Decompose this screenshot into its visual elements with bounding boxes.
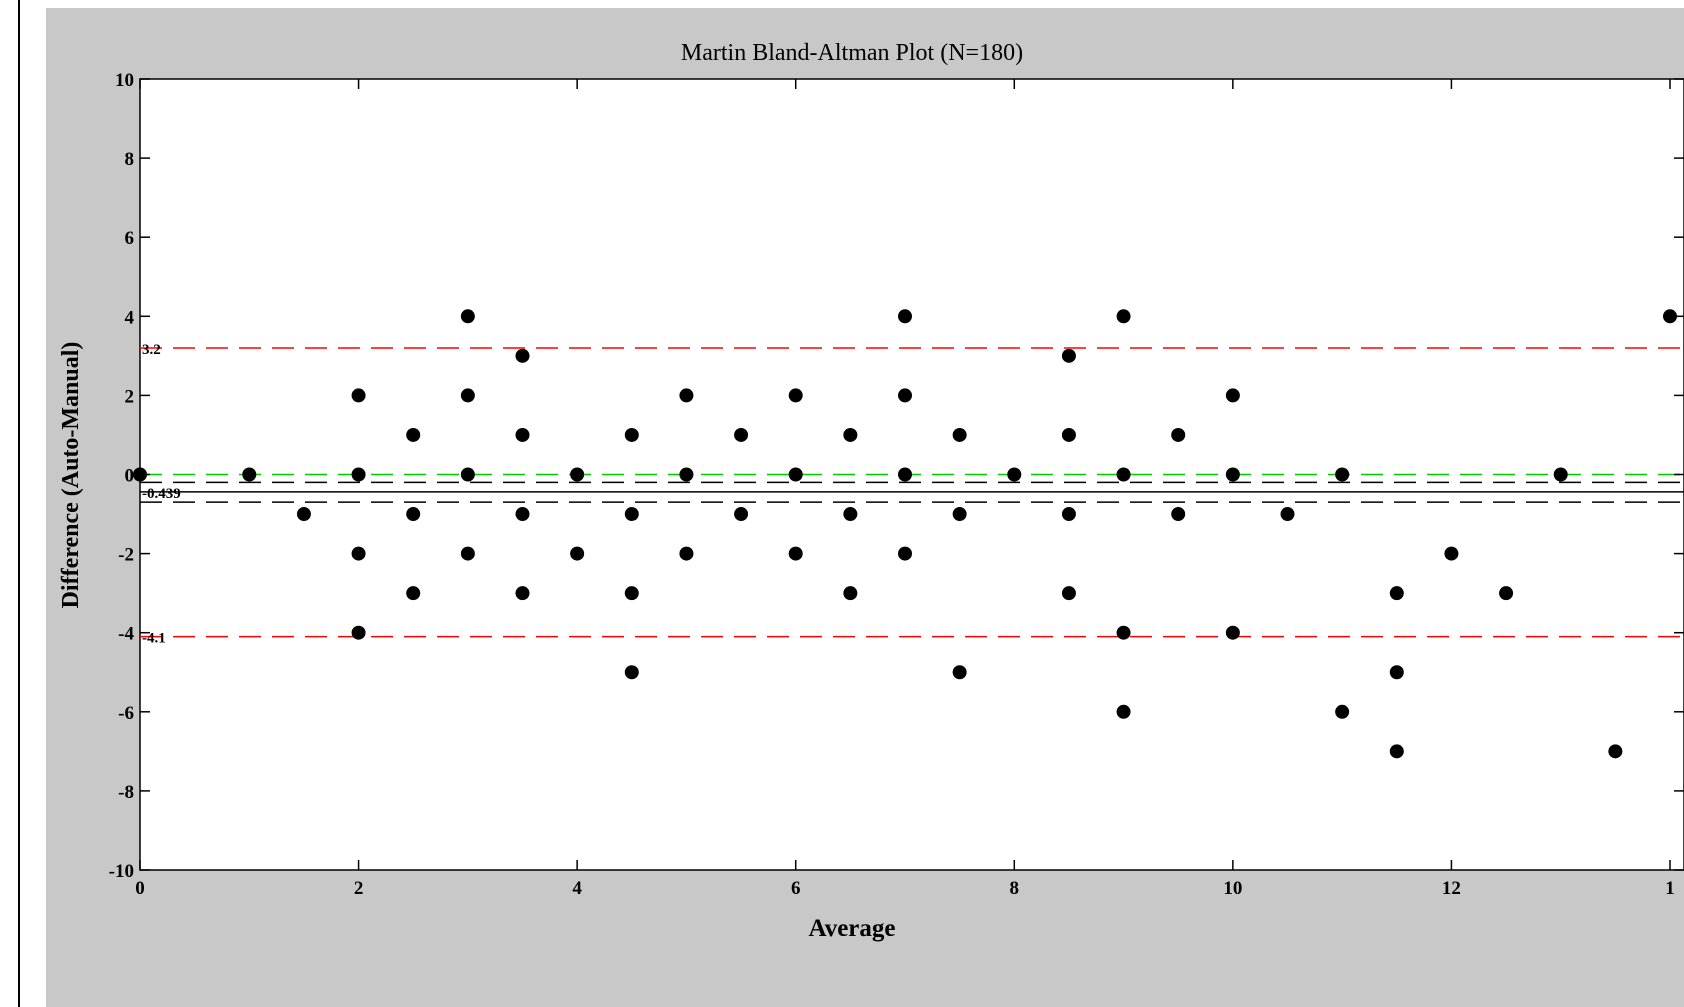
x-tick-label: 10 [1223,878,1242,899]
data-point [952,427,967,442]
data-point [406,586,421,601]
data-point [351,467,366,482]
data-point [788,388,803,403]
data-point [1389,665,1404,680]
data-point [1116,704,1131,719]
figure-window: Martin Bland-Altman Plot (N=180) Differe… [46,8,1684,1007]
x-axis-label: Average [809,915,896,942]
data-point [898,388,912,403]
data-point [1061,586,1076,601]
data-point [1608,744,1623,759]
data-point [1225,467,1240,482]
y-tick-label: 4 [125,307,135,328]
data-point [679,388,694,403]
data-point [133,467,147,482]
data-point [1389,586,1404,601]
data-point [406,427,421,442]
data-point [460,388,475,403]
data-point [515,586,530,601]
y-tick-label: 2 [125,386,135,407]
bland-altman-chart: Martin Bland-Altman Plot (N=180) Differe… [58,40,1684,942]
data-point [1225,388,1240,403]
data-point [406,507,421,522]
data-point [1499,586,1514,601]
data-point [1663,309,1677,324]
data-point [1553,467,1568,482]
data-point [1061,507,1076,522]
data-point [952,665,967,680]
x-tick-label: 0 [135,878,145,899]
data-point [460,546,475,561]
data-point [570,546,585,561]
reference-line-label: -4.1 [142,631,166,647]
x-tick-label: 2 [354,878,364,899]
data-point [1116,625,1131,640]
data-point [734,507,749,522]
y-tick-label: 10 [115,70,134,91]
data-point [1171,427,1186,442]
data-point [1061,427,1076,442]
chart-title: Martin Bland-Altman Plot (N=180) [681,40,1023,66]
x-tick-label: 12 [1442,878,1461,899]
data-point [898,309,912,324]
y-axis-label: Difference (Auto-Manual) [58,342,84,609]
y-tick-label: -8 [118,782,134,803]
data-point [515,507,530,522]
data-point [1116,309,1131,324]
data-point [296,507,311,522]
x-tick-label: 8 [1010,878,1020,899]
data-point [1007,467,1022,482]
data-point [843,427,858,442]
data-point [679,546,694,561]
data-point [351,546,366,561]
data-point [242,467,257,482]
y-tick-label: -2 [118,545,134,566]
data-point [898,546,912,561]
data-point [624,665,639,680]
reference-line-label: 3.2 [142,342,161,358]
data-point [679,467,694,482]
data-point [1225,625,1240,640]
data-point [624,427,639,442]
x-tick-label: 1 [1665,878,1675,899]
data-point [460,309,475,324]
y-tick-label: 6 [125,228,135,249]
data-point [624,586,639,601]
y-tick-label: -4 [118,624,134,645]
data-point [952,507,967,522]
reference-line-label: -0.439 [142,486,181,502]
data-point [788,546,803,561]
data-point [570,467,585,482]
data-point [1444,546,1459,561]
y-tick-label: -6 [118,703,134,724]
data-point [515,427,530,442]
data-point [515,348,530,363]
data-point [1389,744,1404,759]
data-point [1171,507,1186,522]
data-point [1061,348,1076,363]
data-point [351,625,366,640]
data-point [1335,467,1350,482]
data-point [351,388,366,403]
data-point [843,586,858,601]
frame-border-line [18,0,20,1007]
y-tick-label: 8 [125,149,135,170]
data-point [788,467,803,482]
x-tick-label: 4 [572,878,582,899]
data-point [898,467,912,482]
data-point [1116,467,1131,482]
x-tick-label: 6 [791,878,801,899]
y-tick-label: 0 [125,466,135,487]
data-point [1280,507,1295,522]
data-point [624,507,639,522]
data-point [734,427,749,442]
data-point [460,467,475,482]
data-point [843,507,858,522]
y-tick-label: -10 [109,861,134,882]
data-point [1335,704,1350,719]
